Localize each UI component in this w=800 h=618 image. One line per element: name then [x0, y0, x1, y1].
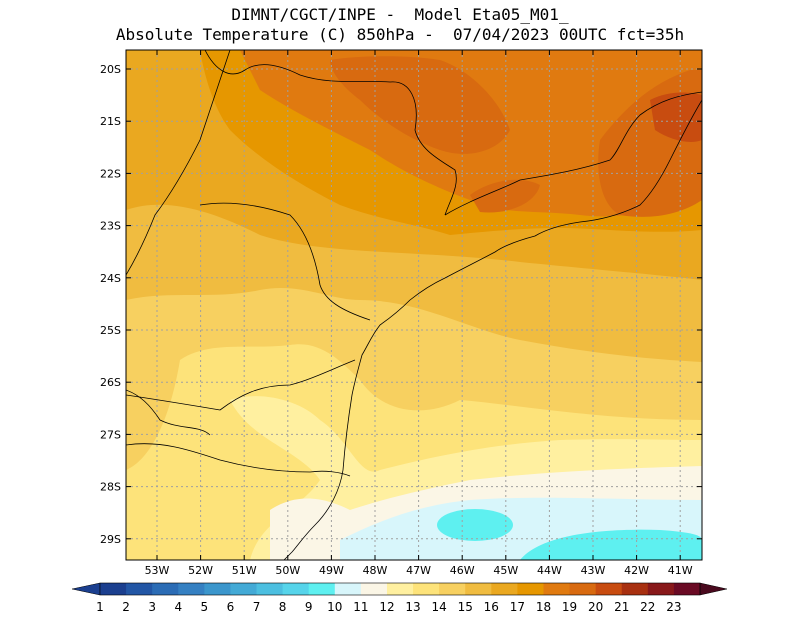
colorbar-segment	[334, 583, 362, 595]
lon-label: 53W	[145, 564, 170, 577]
coastline	[283, 99, 702, 560]
lat-label: 28S	[100, 481, 121, 494]
colorbar: 1 2 3 4 5 6 7 8 9 10 11 12 13 14 15 16 17 18 19 20 21 22 23	[71, 582, 728, 614]
lat-label: 25S	[100, 324, 121, 337]
colorbar-segment	[100, 583, 127, 595]
map-gridlines	[126, 50, 702, 560]
colorbar-label: 23	[666, 600, 681, 614]
colorbar-segment	[204, 583, 231, 595]
state-border-pr-sc	[126, 359, 356, 411]
colorbar-segment	[282, 583, 310, 595]
colorbar-frame	[99, 582, 701, 596]
field-patch-20	[650, 92, 702, 142]
lon-label: 48W	[363, 564, 388, 577]
colorbar-label: 15	[458, 600, 473, 614]
colorbar-segment	[673, 583, 701, 595]
state-border-mg-rj	[444, 91, 702, 216]
latitude-labels: 20S 21S 22S 23S 24S 25S 26S 27S 28S 29S	[100, 63, 702, 546]
chart-title-line-1: DIMNT/CGCT/INPE - Model Eta05_M01_	[231, 5, 569, 24]
colorbar-label: 13	[405, 600, 420, 614]
state-border-mg-sp	[204, 50, 457, 216]
lon-label: 45W	[493, 564, 518, 577]
colorbar-segment	[621, 583, 649, 595]
colorbar-segment	[517, 583, 544, 595]
lon-label: 49W	[319, 564, 344, 577]
field-patch-19c	[470, 179, 540, 213]
colorbar-label: 1	[96, 600, 104, 614]
colorbar-label: 9	[305, 600, 313, 614]
colorbar-segment	[413, 583, 440, 595]
state-border-sp-pr	[199, 202, 371, 321]
map-boundaries	[126, 50, 702, 560]
colorbar-label: 7	[253, 600, 261, 614]
colorbar-label: 6	[227, 600, 235, 614]
colorbar-label: 4	[174, 600, 182, 614]
lat-label: 21S	[100, 115, 121, 128]
colorbar-segment	[256, 583, 284, 595]
state-border-ms	[126, 50, 231, 276]
lat-label: 23S	[100, 220, 121, 233]
colorbar-segment	[543, 583, 571, 595]
colorbar-label: 5	[201, 600, 209, 614]
colorbar-segment	[439, 583, 466, 595]
colorbar-segment	[230, 583, 258, 595]
lon-label: 47W	[406, 564, 431, 577]
colorbar-arrow-right	[699, 582, 728, 596]
longitude-labels: 53W 52W 51W 50W 49W 48W 47W 46W 45W 44W 43W 42W 41W	[145, 50, 693, 577]
colorbar-segment	[308, 583, 336, 595]
colorbar-label: 20	[588, 600, 603, 614]
lat-label: 27S	[100, 428, 121, 441]
colorbar-segment	[152, 583, 179, 595]
colorbar-segment	[360, 583, 388, 595]
colorbar-label: 11	[353, 600, 368, 614]
colorbar-segment	[386, 583, 414, 595]
colorbar-segment	[569, 583, 597, 595]
lon-label: 46W	[450, 564, 475, 577]
lat-label: 29S	[100, 533, 121, 546]
colorbar-label: 18	[536, 600, 551, 614]
field-patch-9b	[520, 529, 702, 560]
colorbar-segment	[647, 583, 675, 595]
lon-label: 41W	[668, 564, 693, 577]
lon-label: 44W	[537, 564, 562, 577]
colorbar-segment	[126, 583, 153, 595]
lat-label: 20S	[100, 63, 121, 76]
lat-label: 22S	[100, 167, 121, 180]
colorbar-label: 21	[614, 600, 629, 614]
colorbar-label: 3	[148, 600, 156, 614]
lon-label: 50W	[275, 564, 300, 577]
lat-label: 24S	[100, 272, 121, 285]
chart-title-line-2: Absolute Temperature (C) 850hPa - 07/04/…	[115, 25, 685, 44]
colorbar-segment	[595, 583, 623, 595]
colorbar-label: 17	[510, 600, 525, 614]
colorbar-label: 12	[379, 600, 394, 614]
colorbar-label: 10	[327, 600, 342, 614]
colorbar-segment	[465, 583, 492, 595]
colorbar-label: 14	[431, 600, 446, 614]
colorbar-label: 19	[562, 600, 577, 614]
lon-label: 52W	[188, 564, 213, 577]
lon-label: 42W	[624, 564, 649, 577]
lon-label: 43W	[581, 564, 606, 577]
colorbar-segment	[178, 583, 205, 595]
state-border-sc-rs	[126, 443, 351, 477]
colorbar-label: 2	[122, 600, 130, 614]
field-patch-9a	[437, 509, 513, 541]
plot-frame	[125, 49, 703, 561]
lon-label: 51W	[232, 564, 257, 577]
lat-label: 26S	[100, 376, 121, 389]
colorbar-label: 22	[640, 600, 655, 614]
colorbar-segment	[491, 583, 518, 595]
colorbar-arrow-left	[71, 582, 101, 596]
national-border	[126, 389, 211, 436]
colorbar-label: 16	[484, 600, 499, 614]
temperature-field	[126, 50, 702, 560]
colorbar-label: 8	[279, 600, 287, 614]
